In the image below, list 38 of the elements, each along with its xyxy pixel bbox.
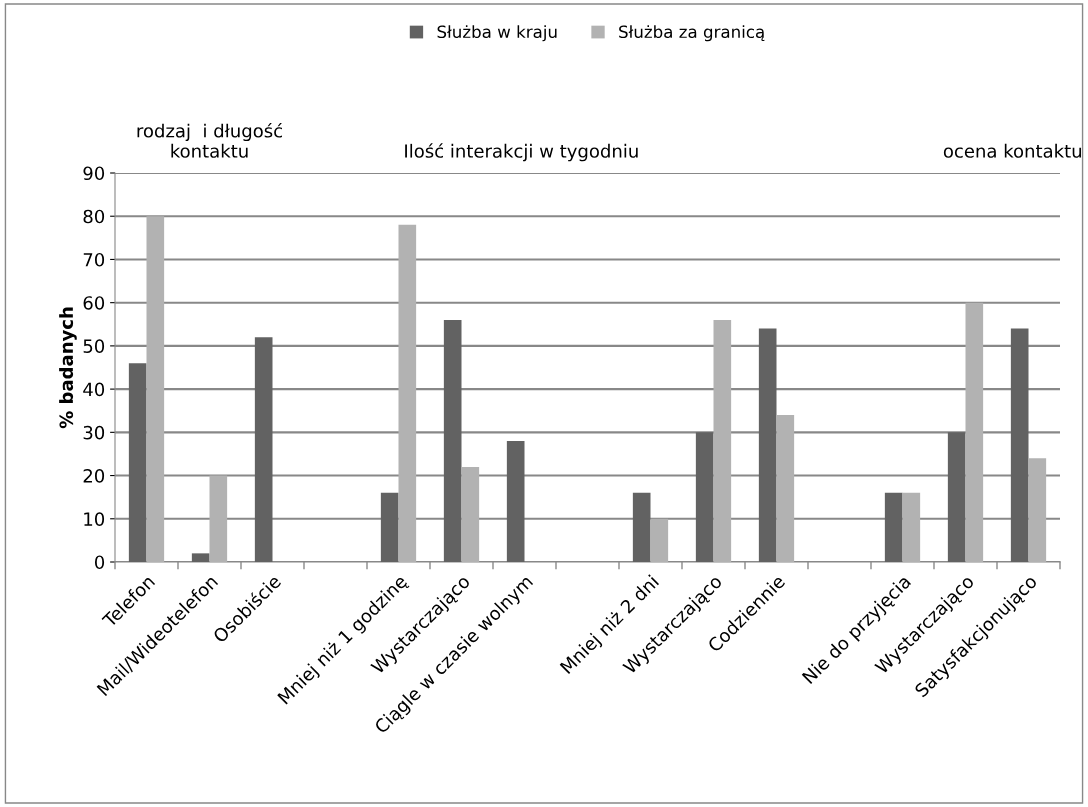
bar	[776, 415, 795, 562]
y-tick-label: 0	[94, 555, 105, 570]
text: Ilość interakcji w tygodniu	[405, 143, 638, 162]
bar	[146, 216, 165, 562]
y-tick-label: 40	[83, 382, 105, 397]
y-tick-label: 90	[83, 166, 105, 181]
bar	[1010, 328, 1029, 562]
bar	[713, 319, 732, 562]
bar	[128, 363, 147, 562]
y-tick-label: 30	[83, 425, 105, 440]
y-tick-label: 60	[83, 296, 105, 310]
bar	[884, 492, 903, 562]
bar	[443, 319, 462, 562]
y-tick-label: 50	[83, 339, 105, 354]
y-axis-title: % badanych	[59, 307, 77, 429]
bar	[632, 492, 651, 562]
y-tick-label: 70	[83, 252, 105, 267]
y-tick-label: 10	[84, 512, 105, 526]
bar	[209, 475, 228, 562]
bar	[506, 440, 525, 562]
bar	[758, 328, 777, 562]
legend-label: Służba za granicą	[619, 25, 765, 42]
y-tick-label: 80	[83, 209, 105, 224]
bar	[1028, 458, 1047, 562]
bar	[965, 302, 984, 562]
bar	[254, 337, 273, 562]
bar	[191, 553, 210, 562]
bar	[902, 492, 921, 562]
bar	[461, 466, 480, 562]
text: ocena kontaktu	[943, 143, 1081, 158]
bar	[947, 432, 966, 562]
y-tick-label: 20	[83, 469, 105, 483]
text: rodzaj i długość kontaktu	[137, 122, 282, 158]
bar	[380, 492, 399, 562]
legend-label: Służba w kraju	[437, 25, 557, 42]
bar	[398, 224, 417, 562]
bar	[695, 432, 714, 562]
bar	[650, 518, 669, 562]
